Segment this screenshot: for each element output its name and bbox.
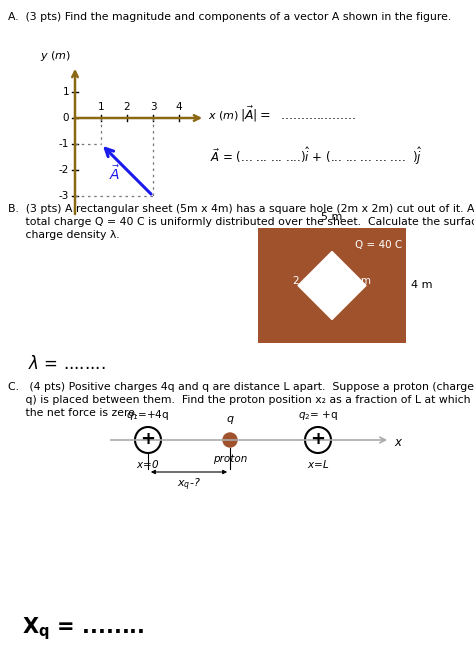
Text: $x$=L: $x$=L — [307, 458, 329, 470]
Text: -1: -1 — [59, 139, 69, 149]
Text: 1: 1 — [63, 87, 69, 97]
Text: charge density λ.: charge density λ. — [8, 230, 119, 240]
Text: $x$: $x$ — [394, 436, 403, 448]
Text: B.  (3 pts) A rectangular sheet (5m x 4m) has a square hole (2m x 2m) cut out of: B. (3 pts) A rectangular sheet (5m x 4m)… — [8, 204, 474, 214]
Text: 5 m: 5 m — [321, 212, 343, 222]
Text: 2: 2 — [124, 102, 130, 112]
Text: $x$=0: $x$=0 — [137, 458, 160, 470]
Text: $q$: $q$ — [226, 414, 234, 426]
Text: +: + — [310, 430, 326, 448]
Text: $|\vec{A}|=$  ...................: $|\vec{A}|=$ ................... — [240, 105, 356, 124]
Text: $q_2$= +q: $q_2$= +q — [298, 409, 338, 422]
Text: $q_1$=+4q: $q_1$=+4q — [127, 408, 170, 422]
Text: $x\ (m)$: $x\ (m)$ — [208, 109, 239, 123]
Circle shape — [305, 427, 331, 453]
Text: 4: 4 — [176, 102, 182, 112]
Text: C.   (4 pts) Positive charges 4q and q are distance L apart.  Suppose a proton (: C. (4 pts) Positive charges 4q and q are… — [8, 382, 474, 392]
Text: 1: 1 — [98, 102, 104, 112]
Circle shape — [223, 433, 237, 447]
Text: $y\ (m)$: $y\ (m)$ — [40, 49, 71, 63]
Bar — [258, 228, 406, 343]
Text: $\vec{A}$ = (... ... ... ....)$\hat{i}$ + (... ... ... ... ....  )$\hat{j}$: $\vec{A}$ = (... ... ... ....)$\hat{i}$ … — [210, 145, 422, 167]
Text: the net force is zero.: the net force is zero. — [8, 408, 138, 418]
Polygon shape — [298, 251, 366, 319]
Text: -2: -2 — [59, 165, 69, 175]
Text: $\vec{A}$: $\vec{A}$ — [109, 165, 121, 183]
Text: total charge Q = 40 C is uniformly distributed over the sheet.  Calculate the su: total charge Q = 40 C is uniformly distr… — [8, 217, 474, 227]
Text: 0: 0 — [63, 113, 69, 123]
Text: +: + — [140, 430, 155, 448]
Text: 2 m: 2 m — [351, 275, 371, 285]
Text: $\mathbf{X_q}$ = ........: $\mathbf{X_q}$ = ........ — [22, 615, 145, 642]
Text: -3: -3 — [59, 191, 69, 201]
Text: 3: 3 — [150, 102, 156, 112]
Text: 4 m: 4 m — [411, 281, 432, 291]
Circle shape — [135, 427, 161, 453]
Text: $x_q$-?: $x_q$-? — [177, 477, 201, 494]
Text: Q = 40 C: Q = 40 C — [355, 240, 402, 250]
Text: A.  (3 pts) Find the magnitude and components of a vector A shown in the figure.: A. (3 pts) Find the magnitude and compon… — [8, 12, 451, 22]
Text: q) is placed between them.  Find the proton position x₂ as a fraction of L at wh: q) is placed between them. Find the prot… — [8, 395, 471, 405]
Text: 2 m: 2 m — [293, 275, 313, 285]
Text: proton: proton — [213, 454, 247, 464]
Text: $\lambda$ = ........: $\lambda$ = ........ — [28, 355, 106, 373]
